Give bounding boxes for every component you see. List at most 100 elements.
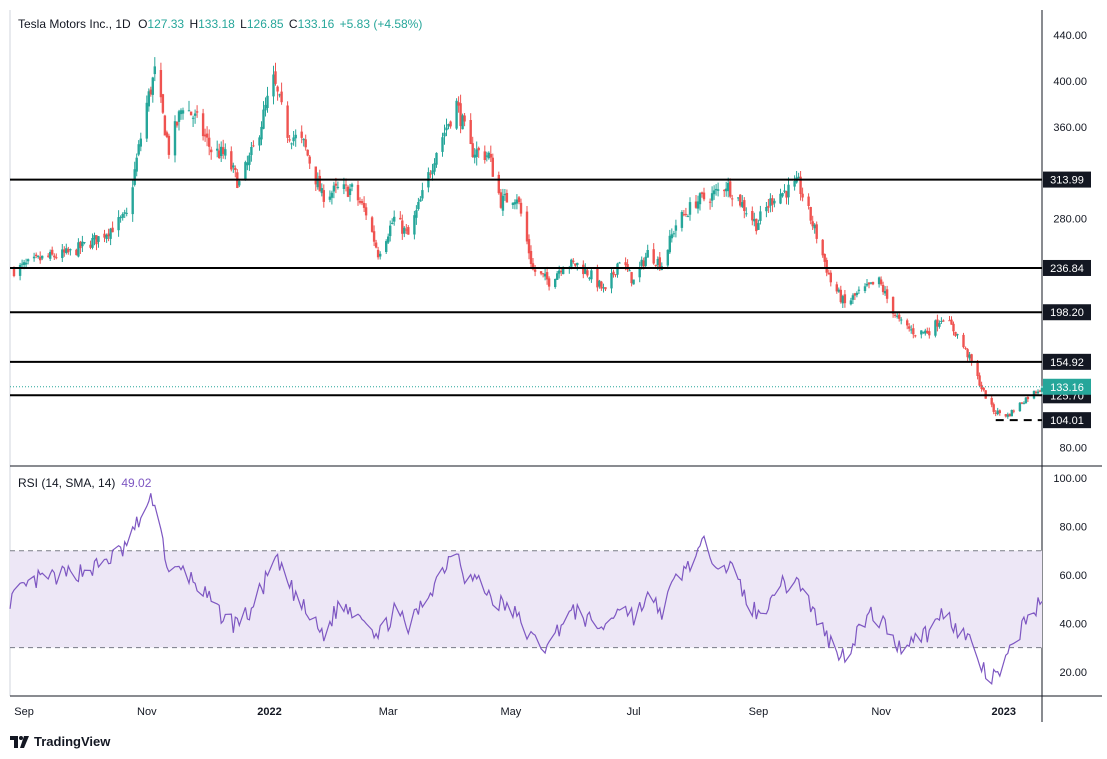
candle — [835, 281, 838, 294]
candle — [1040, 385, 1044, 394]
candle-body — [75, 249, 78, 256]
candle-body — [539, 271, 543, 274]
candle — [415, 205, 418, 225]
candle-body — [614, 274, 617, 276]
candle — [244, 160, 247, 181]
candle — [117, 210, 120, 237]
time-axis[interactable]: Sep Nov 2022 Mar May Jul Sep Nov 2023 — [14, 706, 1016, 718]
candle-body — [274, 71, 277, 84]
rsi-legend: RSI (14, SMA, 14) 49.02 — [18, 476, 151, 490]
candle — [421, 182, 424, 201]
candle-body — [487, 152, 490, 159]
candle-body — [35, 254, 38, 256]
price-pane[interactable] — [10, 57, 1044, 422]
candle — [1004, 414, 1007, 418]
candle — [767, 199, 770, 213]
candle-body — [879, 279, 883, 285]
candle-body — [443, 132, 446, 137]
candle-body — [727, 182, 730, 192]
rsi-pane[interactable] — [9, 493, 1043, 685]
candle — [954, 331, 957, 337]
candle — [554, 278, 557, 289]
candle-body — [103, 233, 106, 238]
candle — [413, 210, 416, 240]
candle-body — [224, 149, 227, 156]
candle-body — [125, 212, 128, 214]
price-axis[interactable]: 313.99236.84198.20154.92125.70104.01133.… — [1043, 30, 1091, 455]
candle-body — [419, 199, 422, 202]
candle-body — [322, 190, 325, 202]
candle — [230, 146, 233, 172]
candle — [153, 57, 156, 82]
candle — [547, 276, 551, 291]
candle — [680, 210, 684, 232]
candle — [879, 276, 883, 286]
candle-body — [210, 149, 213, 153]
rsi-axis[interactable]: 20.00 40.00 60.00 80.00 100.00 — [1053, 473, 1087, 679]
candle — [405, 224, 408, 235]
time-tick-label: 2023 — [992, 706, 1016, 718]
candle-body — [558, 270, 561, 274]
candle — [463, 113, 466, 127]
tradingview-brand[interactable]: TradingView — [10, 734, 110, 749]
candle-body — [628, 270, 631, 272]
candle-body — [928, 331, 931, 336]
candle-body — [867, 282, 871, 285]
candle-body — [940, 320, 943, 322]
time-tick-label: May — [501, 706, 522, 718]
candle-body — [515, 199, 519, 204]
candle — [391, 218, 394, 225]
candle — [793, 175, 796, 191]
candle-body — [393, 216, 396, 222]
candle — [376, 246, 380, 260]
candle — [49, 249, 52, 261]
candle — [543, 268, 547, 281]
candle-body — [83, 242, 86, 244]
candle-body — [248, 155, 251, 165]
candle-body — [238, 181, 241, 186]
time-tick-label: Nov — [137, 706, 157, 718]
candle — [513, 199, 517, 210]
candle-body — [696, 201, 700, 209]
candle-body — [344, 184, 348, 186]
candle-body — [604, 287, 607, 290]
candle-body — [813, 224, 816, 229]
candle — [445, 118, 448, 137]
candle-body — [139, 138, 142, 147]
candle-body — [658, 257, 661, 269]
candle — [684, 207, 688, 217]
candle-body — [147, 91, 150, 107]
candle-body — [811, 221, 814, 227]
candle-body — [49, 251, 52, 259]
candle-body — [952, 323, 955, 332]
candle — [39, 251, 42, 264]
candle-body — [710, 193, 714, 201]
level-label: 198.20 — [1050, 307, 1084, 319]
candle — [781, 192, 784, 198]
candle — [109, 227, 112, 246]
candle — [107, 228, 110, 242]
rsi-label: RSI (14, SMA, 14) — [18, 476, 116, 490]
candle — [698, 192, 702, 211]
candle — [725, 181, 728, 197]
candle — [998, 409, 1001, 416]
ohlc-high-label: H — [189, 17, 199, 31]
candle-body — [163, 115, 167, 136]
ohlc-low: 126.85 — [246, 17, 284, 31]
candle — [809, 206, 812, 225]
candle-body — [682, 214, 686, 216]
candle — [545, 266, 549, 285]
candle-body — [666, 249, 669, 266]
candle — [529, 245, 533, 269]
candle — [401, 214, 404, 240]
candle-body — [218, 150, 221, 159]
candle — [863, 283, 867, 294]
price-tick-label: 440.00 — [1053, 30, 1087, 42]
candle-body — [547, 278, 551, 287]
candle-body — [505, 193, 509, 203]
candle — [419, 196, 422, 202]
candle-body — [632, 279, 635, 285]
ohlc-change: +5.83 (+4.58%) — [339, 17, 423, 31]
time-tick-label: Sep — [749, 706, 769, 718]
